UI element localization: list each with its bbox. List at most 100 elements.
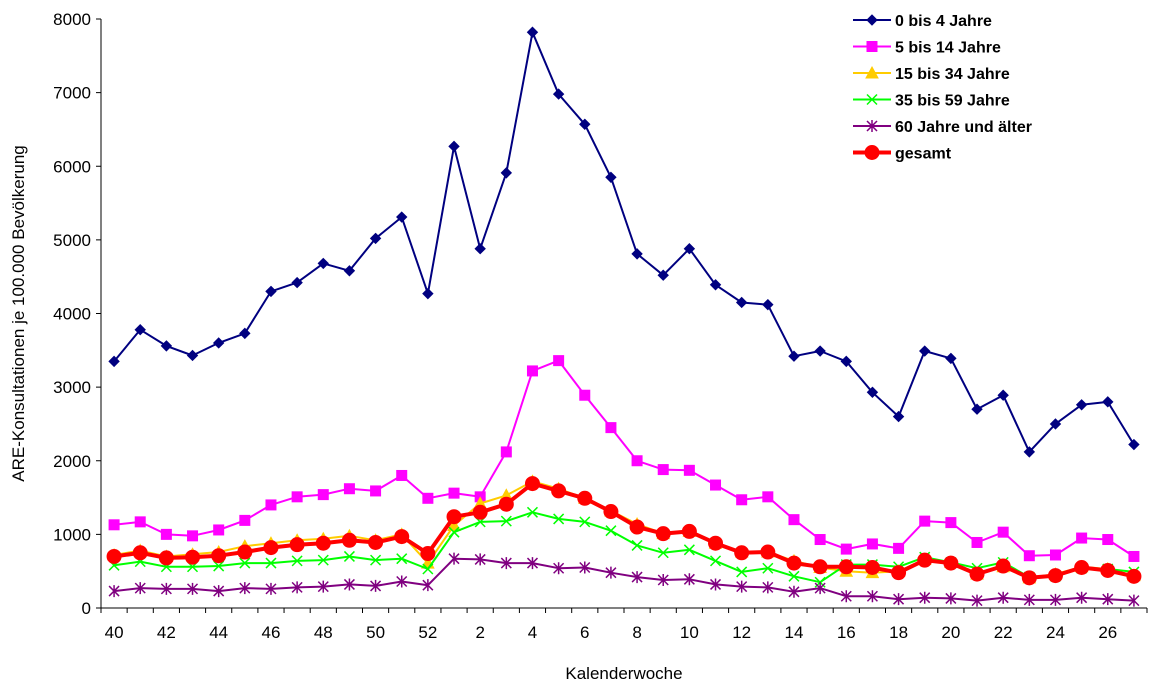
data-point xyxy=(892,410,905,423)
data-point xyxy=(997,526,1009,538)
x-tick-label: 6 xyxy=(580,623,589,642)
data-point xyxy=(524,476,540,492)
x-tick-label: 26 xyxy=(1098,623,1117,642)
data-point xyxy=(814,534,826,546)
data-point xyxy=(472,504,488,520)
data-point xyxy=(866,590,878,603)
data-point xyxy=(396,553,408,565)
x-tick-label: 50 xyxy=(366,623,385,642)
x-tick-label: 2 xyxy=(475,623,484,642)
data-point xyxy=(317,489,329,501)
data-point xyxy=(840,355,852,368)
series-layer xyxy=(106,26,1142,607)
legend-swatch-marker xyxy=(864,145,880,160)
data-point xyxy=(683,573,695,586)
legend-label: 5 bis 14 Jahre xyxy=(895,40,1001,57)
data-point xyxy=(579,389,591,401)
data-point xyxy=(709,578,722,591)
legend-swatch-marker xyxy=(866,93,878,106)
x-tick-label: 44 xyxy=(209,623,228,642)
data-point xyxy=(945,517,957,529)
data-point xyxy=(866,386,879,398)
legend-label: 0 bis 4 Jahre xyxy=(895,13,992,30)
data-point xyxy=(343,265,356,277)
data-point xyxy=(343,578,355,591)
data-point xyxy=(655,526,671,542)
legend-item: 0 bis 4 Jahre xyxy=(853,13,992,30)
data-point xyxy=(657,574,669,587)
y-tick-label: 0 xyxy=(82,599,91,618)
data-point xyxy=(997,389,1009,401)
data-point xyxy=(919,591,931,604)
data-point xyxy=(943,555,959,571)
legend-swatch-marker xyxy=(866,41,878,52)
data-point xyxy=(631,248,643,260)
x-tick-label: 46 xyxy=(262,623,281,642)
data-point xyxy=(631,539,643,551)
data-point xyxy=(396,469,408,481)
legend-item: gesamt xyxy=(853,145,952,163)
x-tick-label: 4 xyxy=(528,623,537,642)
data-point xyxy=(1023,446,1036,458)
data-point xyxy=(579,516,591,528)
data-point xyxy=(1128,550,1140,562)
data-point xyxy=(788,570,800,582)
data-point xyxy=(396,575,408,588)
data-point xyxy=(394,529,410,545)
data-point xyxy=(134,516,146,528)
legend-item: 35 bis 59 Jahre xyxy=(853,93,1010,110)
data-point xyxy=(289,537,305,553)
data-point xyxy=(448,140,460,153)
data-point xyxy=(265,499,277,511)
data-point xyxy=(369,232,382,245)
data-point xyxy=(185,549,201,565)
data-point xyxy=(134,582,146,595)
data-point xyxy=(735,296,748,309)
legend-item: 60 Jahre und älter xyxy=(853,119,1032,136)
y-tick-label: 5000 xyxy=(53,231,91,250)
data-point xyxy=(1076,591,1088,604)
x-tick-label: 10 xyxy=(680,623,699,642)
data-point xyxy=(736,580,748,593)
data-point xyxy=(683,243,696,255)
series-1 xyxy=(108,355,1140,562)
data-point xyxy=(186,349,199,362)
data-point xyxy=(422,579,434,592)
data-point xyxy=(971,403,983,415)
data-point xyxy=(917,552,933,568)
y-tick-label: 1000 xyxy=(53,525,91,544)
x-tick-label: 18 xyxy=(889,623,908,642)
data-point xyxy=(211,548,227,564)
data-point xyxy=(106,548,122,564)
data-point xyxy=(657,547,669,559)
series-0 xyxy=(108,26,1140,458)
data-point xyxy=(683,464,695,476)
data-point xyxy=(265,285,277,298)
data-point xyxy=(629,519,645,535)
data-point xyxy=(710,479,722,491)
data-point xyxy=(291,581,303,594)
x-tick-label: 24 xyxy=(1046,623,1065,642)
data-point xyxy=(971,594,983,607)
series-4 xyxy=(108,552,1140,607)
data-point xyxy=(605,422,617,434)
x-tick-label: 20 xyxy=(941,623,960,642)
legend-label: 60 Jahre und älter xyxy=(895,119,1032,136)
y-tick-label: 8000 xyxy=(53,10,91,29)
data-point xyxy=(1102,593,1114,606)
data-point xyxy=(108,519,120,531)
data-point xyxy=(237,544,253,560)
data-point xyxy=(500,446,512,458)
data-point xyxy=(577,490,593,506)
y-tick-label: 4000 xyxy=(53,305,91,324)
data-point xyxy=(969,566,985,582)
series-5 xyxy=(106,476,1142,586)
data-point xyxy=(891,565,907,581)
data-point xyxy=(317,554,329,566)
data-point xyxy=(526,365,538,377)
data-point xyxy=(1074,560,1090,576)
data-point xyxy=(788,514,800,526)
data-point xyxy=(263,540,279,556)
data-point xyxy=(893,593,905,606)
